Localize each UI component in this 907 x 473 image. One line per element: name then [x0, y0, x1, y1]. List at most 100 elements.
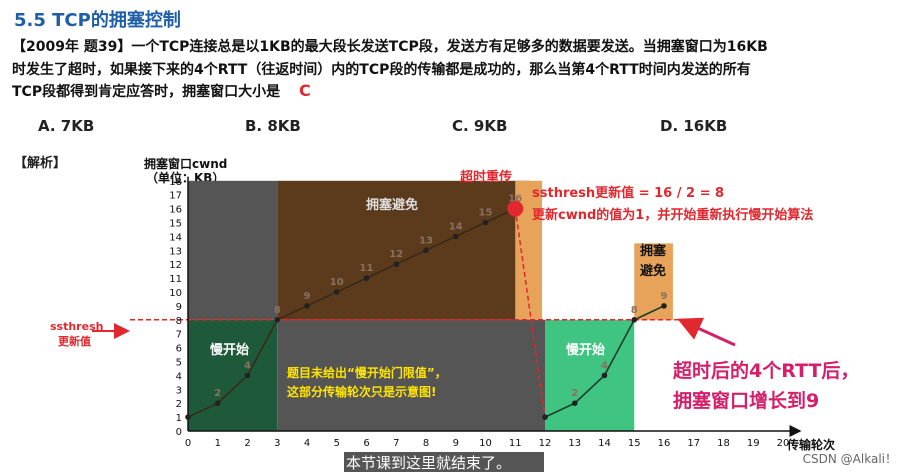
y-tick-label: 12: [169, 260, 182, 271]
result-line-1: 超时后的4个RTT后，: [673, 360, 860, 382]
y-tick-label: 8: [176, 316, 182, 327]
point-label: 14: [449, 221, 463, 232]
x-tick-label: 10: [479, 438, 492, 449]
x-tick-label: 20: [777, 438, 790, 449]
cwnd-update-text: 更新cwnd的值为1，并开始重新执行慢开始算法: [532, 208, 814, 223]
x-tick-label: 6: [363, 438, 369, 449]
x-tick-label: 7: [393, 438, 399, 449]
y-tick-label: 2: [176, 399, 182, 410]
x-tick-label: 18: [717, 438, 730, 449]
answer-letter: C: [298, 81, 311, 100]
y-tick-label: 0: [176, 427, 182, 438]
region-note-area: [277, 319, 545, 431]
question-line-2: 时发生了超时，如果接下来的4个RTT（往返时间）内的TCP段的传输都是成功的，那…: [12, 62, 751, 78]
x-tick-label: 8: [423, 438, 429, 449]
point-label: 9: [661, 291, 668, 302]
point-label: 11: [360, 263, 374, 274]
cwnd-point: [244, 372, 251, 379]
subtitle-background: [344, 452, 544, 472]
y-tick-label: 11: [169, 274, 182, 285]
x-tick-label: 4: [304, 438, 310, 449]
region-label-slow-start-2: 慢开始: [566, 343, 606, 358]
region-label-slow-start-1: 慢开始: [210, 343, 250, 358]
question-line-1: 【2009年 题39】一个TCP连接总是以1KB的最大段长发送TCP段，发送方有…: [12, 39, 768, 55]
region-slow-start-2: [545, 319, 635, 431]
point-label: 4: [601, 360, 608, 371]
y-tick-label: 1: [176, 413, 182, 424]
cwnd-point: [185, 414, 191, 420]
ssthresh-label-2: 更新值: [58, 335, 91, 348]
x-tick-label: 0: [185, 438, 191, 449]
cwnd-series-line: [187, 207, 516, 418]
x-tick-label: 2: [244, 438, 250, 449]
cwnd-point: [631, 317, 638, 323]
cwnd-point: [661, 303, 667, 309]
cwnd-point: [571, 400, 578, 407]
x-tick-label: 12: [539, 438, 552, 449]
point-label: 12: [389, 249, 403, 260]
y-tick-label: 5: [176, 358, 182, 369]
point-label: 2: [214, 388, 221, 399]
timeout-point: [507, 200, 524, 217]
y-tick-label: 4: [176, 371, 182, 382]
y-tick-label: 10: [169, 288, 182, 299]
cwnd-point: [423, 247, 429, 254]
cwnd-point: [452, 233, 459, 240]
result-line-2: 拥塞窗口增长到9: [673, 390, 820, 412]
note-line-1: 题目未给出“慢开始门限值”，: [287, 366, 447, 380]
timeout-label: 超时重传: [460, 170, 513, 185]
y-tick-label: 14: [169, 232, 182, 243]
region-label-congestion-avoid-2a: 拥塞: [640, 244, 667, 259]
x-tick-label: 15: [628, 438, 641, 449]
x-tick-label: 5: [334, 438, 340, 449]
x-tick-label: 13: [568, 438, 581, 449]
cwnd-point: [542, 414, 548, 420]
question-line-3-text: TCP段都得到肯定应答时，拥塞窗口大小是: [12, 84, 281, 100]
cwnd-point: [482, 219, 489, 226]
x-tick-label: 3: [274, 438, 280, 449]
x-tick-label: 17: [687, 438, 700, 449]
cwnd-point: [274, 317, 281, 323]
option-d: D. 16KB: [660, 117, 728, 135]
point-label: 16: [508, 194, 522, 205]
y-tick-label: 6: [176, 344, 182, 355]
cwnd-point: [601, 372, 608, 379]
region-congestion-avoid-1: [277, 180, 531, 320]
y-axis-title-1: 拥塞窗口cwnd: [144, 157, 228, 171]
cwnd-point: [214, 400, 221, 407]
cwnd-point: [363, 275, 370, 281]
question-line-3: TCP段都得到肯定应答时，拥塞窗口大小是 C: [12, 81, 311, 101]
analysis-label: 【解析】: [14, 156, 67, 171]
subtitle-caption: 本节课到这里就结束了。: [346, 454, 512, 472]
y-tick-label: 7: [176, 330, 182, 341]
y-tick-label: 16: [169, 205, 182, 216]
y-tick-label: 13: [169, 246, 182, 257]
option-b: B. 8KB: [245, 117, 301, 135]
point-label: 10: [330, 277, 344, 288]
point-label: 15: [479, 208, 493, 219]
region-label-congestion-avoid-2b: 避免: [640, 264, 667, 279]
x-tick-label: 1: [215, 438, 221, 449]
y-tick-label: 18: [169, 177, 182, 188]
x-tick-label: 16: [658, 438, 671, 449]
x-tick-label: 14: [598, 438, 611, 449]
csdn-watermark: CSDN @Alkali！: [802, 452, 897, 466]
y-tick-label: 17: [169, 191, 182, 202]
ssthresh-label-1: ssthresh: [50, 320, 104, 333]
result-arrow: [677, 317, 736, 347]
y-tick-label: 3: [176, 385, 182, 396]
point-label: 8: [631, 305, 638, 316]
y-tick-label: 9: [176, 302, 182, 313]
point-label: 9: [304, 291, 311, 302]
option-a: A. 7KB: [38, 117, 95, 135]
point-label: 8: [274, 305, 281, 316]
x-tick-label: 19: [747, 438, 760, 449]
x-axis-title: 传输轮次: [787, 438, 836, 452]
cwnd-point: [393, 261, 400, 268]
x-tick-label: 11: [509, 438, 522, 449]
timeout-drop-line: [514, 208, 546, 418]
y-tick-label: 15: [169, 219, 182, 230]
cwnd-point: [304, 303, 310, 309]
region-label-congestion-avoid-1: 拥塞避免: [366, 198, 419, 213]
